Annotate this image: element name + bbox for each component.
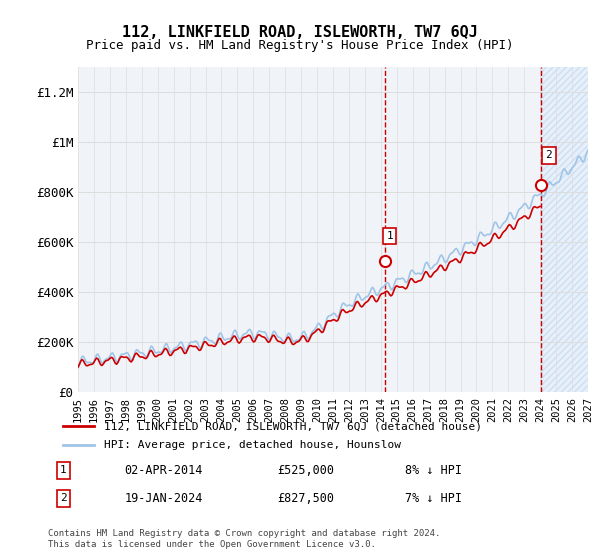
Text: 1: 1	[386, 231, 393, 241]
Text: HPI: Average price, detached house, Hounslow: HPI: Average price, detached house, Houn…	[104, 440, 401, 450]
Text: Price paid vs. HM Land Registry's House Price Index (HPI): Price paid vs. HM Land Registry's House …	[86, 39, 514, 52]
Text: 112, LINKFIELD ROAD, ISLEWORTH, TW7 6QJ (detached house): 112, LINKFIELD ROAD, ISLEWORTH, TW7 6QJ …	[104, 421, 482, 431]
Text: 02-APR-2014: 02-APR-2014	[125, 464, 203, 477]
Text: £827,500: £827,500	[277, 492, 335, 505]
Text: 112, LINKFIELD ROAD, ISLEWORTH, TW7 6QJ: 112, LINKFIELD ROAD, ISLEWORTH, TW7 6QJ	[122, 25, 478, 40]
Bar	[541, 67, 588, 392]
Text: Contains HM Land Registry data © Crown copyright and database right 2024.
This d: Contains HM Land Registry data © Crown c…	[48, 529, 440, 549]
Text: 7% ↓ HPI: 7% ↓ HPI	[405, 492, 462, 505]
Text: 2: 2	[60, 493, 67, 503]
Text: £525,000: £525,000	[277, 464, 335, 477]
Text: 1: 1	[60, 465, 67, 475]
Text: 19-JAN-2024: 19-JAN-2024	[125, 492, 203, 505]
Text: 8% ↓ HPI: 8% ↓ HPI	[405, 464, 462, 477]
Text: 2: 2	[545, 150, 553, 160]
